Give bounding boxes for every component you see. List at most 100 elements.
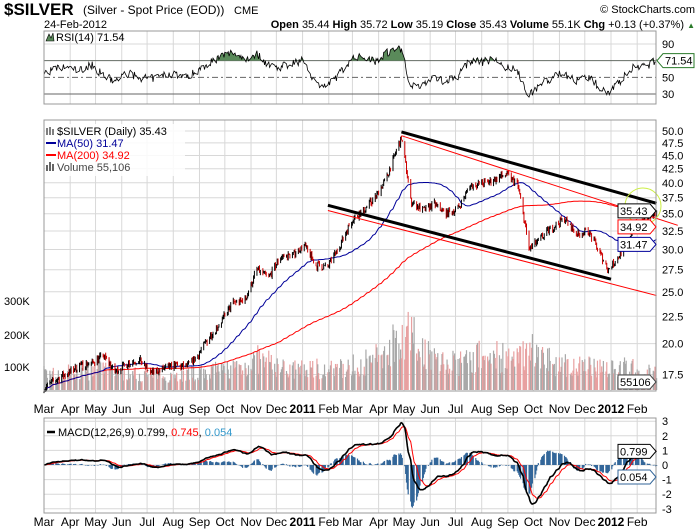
up-arrow-icon: ▲ [687,21,695,30]
volume-bar [368,356,370,390]
macd-histogram-bar [518,465,520,475]
volume-bar [601,366,603,390]
macd-histogram-bar [100,464,102,465]
macd-histogram-bar [582,465,584,469]
macd-histogram-bar [115,465,117,470]
volume-bar [277,364,279,390]
volume-bar [525,343,528,390]
volume-bar [360,359,362,390]
volume-bar [381,354,383,390]
volume-bar [57,370,59,390]
macd-histogram-bar [94,465,96,466]
volume-bar [508,348,510,390]
macd-histogram-bar [194,463,196,465]
volume-bar [471,372,474,390]
macd-histogram-bar [636,453,638,465]
volume-bar [309,360,311,390]
volume-bar [376,347,378,390]
macd-histogram-bar [307,465,309,467]
volume-bar [547,348,549,390]
macd-histogram-bar [590,465,593,466]
macd-histogram-bar [559,453,561,465]
macd-histogram-bar [86,465,88,466]
volume-bar [274,372,277,390]
volume-bar [114,376,116,390]
volume-bar [80,366,82,390]
macd-histogram-bar [61,463,63,465]
price-tick-label: 35.0 [662,209,683,221]
copyright-link[interactable]: © StockCharts.com [600,4,695,16]
volume-bar [416,353,418,390]
macd-histogram-bar [547,450,549,465]
macd-histogram-bar [111,465,113,469]
volume-bar [614,368,616,390]
volume-bar [292,362,294,390]
volume-bar [431,351,433,390]
volume-bar [464,356,466,390]
volume-bar [226,361,228,390]
macd-histogram-bar [389,460,392,465]
macd-histogram-bar [346,455,348,465]
macd-histogram-bar [459,458,462,465]
macd-histogram-bar [232,461,234,465]
macd-histogram-bar [258,459,260,465]
volume-bar [153,370,155,390]
x-axis-label: Jun [420,515,439,529]
volume-bar [140,382,142,390]
volume-bar [252,353,255,390]
volume-bar [460,362,463,390]
macd-histogram-bar [638,455,640,465]
macd-histogram-bar [394,454,396,465]
volume-legend: Volume 55,106 [57,162,130,174]
rsi-panel: 90 50 30 71.54 [43,30,695,105]
price-tick-label: 20.0 [662,339,683,351]
volume-bar [303,364,305,390]
volume-bar [259,359,261,390]
volume-bar [334,376,336,390]
volume-bar [91,376,93,390]
volume-bar [307,377,309,390]
volume-bar [301,360,303,390]
macd-histogram-bar [280,464,283,465]
volume-bar [507,356,509,390]
macd-histogram-bar [58,464,60,465]
volume-bar [205,374,207,390]
volume-bar [78,379,81,390]
macd-histogram-bar [340,456,343,465]
x-axis-label: May [393,515,416,529]
macd-histogram-bar [477,460,479,465]
macd-histogram-bar [216,462,218,465]
volume-bar [536,357,539,390]
macd-histogram-bar [447,464,449,465]
macd-histogram-bar [463,455,465,465]
volume-bar [269,362,272,390]
volume-bar [531,334,534,390]
volume-bar [571,375,573,390]
price-tick-label: 25.0 [662,287,683,299]
macd-last-value-box [617,443,657,459]
volume-bar [90,362,92,390]
macd-histogram-bar [599,465,601,472]
volume-bar [543,364,545,390]
volume-bar [362,375,365,390]
macd-histogram-bar [388,460,390,465]
macd-histogram-bar [534,465,536,479]
macd-histogram-bar [97,465,99,466]
volume-last-value: 55106 [620,377,651,389]
volume-bar [111,367,113,390]
volume-bar [134,367,136,390]
macd-histogram-bar [541,456,544,465]
macd-histogram-bar [67,464,69,465]
macd-histogram-bar [496,465,498,468]
macd-histogram-bar [223,461,225,465]
volume-bar [399,359,401,390]
volume-bar [312,360,314,390]
volume-bar [217,363,219,390]
volume-bar [98,360,100,390]
macd-histogram-bar [460,457,463,465]
volume-bar [530,360,532,390]
macd-histogram-bar [446,463,448,465]
x-axis-label: Apr [369,402,388,416]
x-axis-label: Jun [112,402,131,416]
volume-bar [351,371,354,390]
